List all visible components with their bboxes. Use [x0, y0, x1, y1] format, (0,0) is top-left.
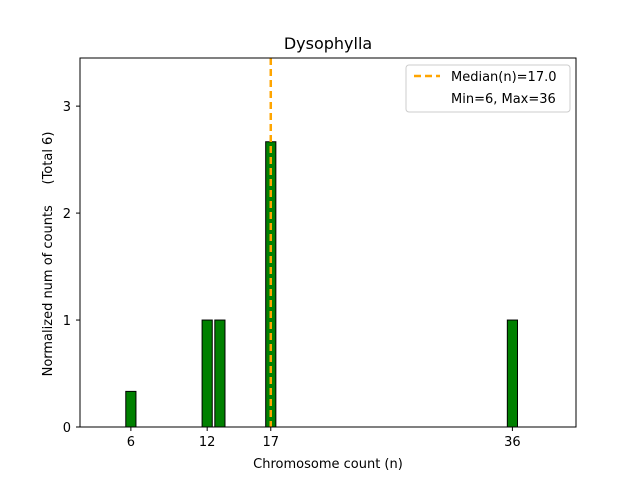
chart-title: Dysophylla [284, 34, 372, 53]
legend-minmax-label: Min=6, Max=36 [451, 92, 556, 107]
y-axis-label: Normalized num of counts (Total 6) [41, 132, 56, 377]
x-tick-label-17: 17 [262, 435, 279, 450]
x-ticks-layer: 6 12 17 36 [127, 427, 521, 450]
y-ticks-layer: 0 1 2 3 [63, 100, 80, 436]
x-tick-label-6: 6 [127, 435, 135, 450]
bar-n-36 [506, 319, 518, 428]
y-tick-label-3: 3 [63, 100, 71, 115]
x-tick-label-36: 36 [504, 435, 521, 450]
legend: Median(n)=17.0 Min=6, Max=36 [405, 64, 571, 113]
bar-n-12 [201, 319, 213, 428]
bars-layer [125, 141, 518, 428]
x-tick-label-12: 12 [199, 435, 216, 450]
legend-median-label: Median(n)=17.0 [451, 70, 557, 85]
x-axis-label: Chromosome count (n) [253, 457, 403, 472]
legend-box [405, 64, 571, 113]
y-tick-label-1: 1 [63, 314, 71, 329]
plot-frame [79, 57, 577, 428]
y-tick-label-0: 0 [63, 421, 71, 436]
bar-n-13 [214, 319, 226, 428]
y-tick-label-2: 2 [63, 207, 71, 222]
bar-n-6 [125, 390, 137, 428]
